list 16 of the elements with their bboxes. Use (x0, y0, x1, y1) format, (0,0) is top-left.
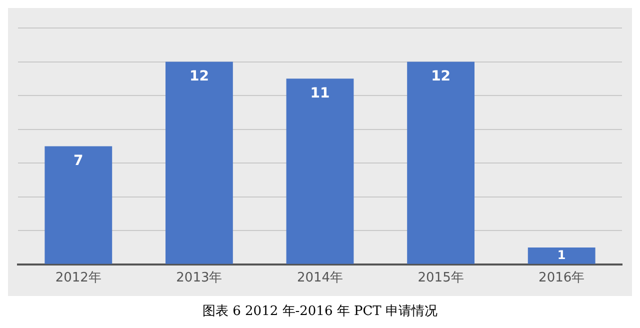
data-label: 12 (189, 68, 209, 84)
bar (286, 78, 354, 264)
x-tick-label: 2016年 (538, 270, 585, 286)
data-label: 12 (431, 68, 451, 84)
bar (528, 248, 596, 264)
x-tick-label: 2013年 (176, 270, 222, 286)
text: 图表 6 2012 年-2016 年 PCT 申请情况 (202, 303, 438, 320)
x-tick-label: 2012年 (55, 270, 102, 286)
x-tick-label: 2014年 (296, 270, 344, 286)
data-label: 7 (74, 152, 84, 169)
bar (44, 146, 112, 264)
data-label: 11 (310, 85, 330, 102)
data-label: 1 (557, 248, 566, 262)
bar (165, 62, 233, 264)
bar (407, 62, 475, 264)
x-tick-label: 2015年 (418, 270, 464, 286)
